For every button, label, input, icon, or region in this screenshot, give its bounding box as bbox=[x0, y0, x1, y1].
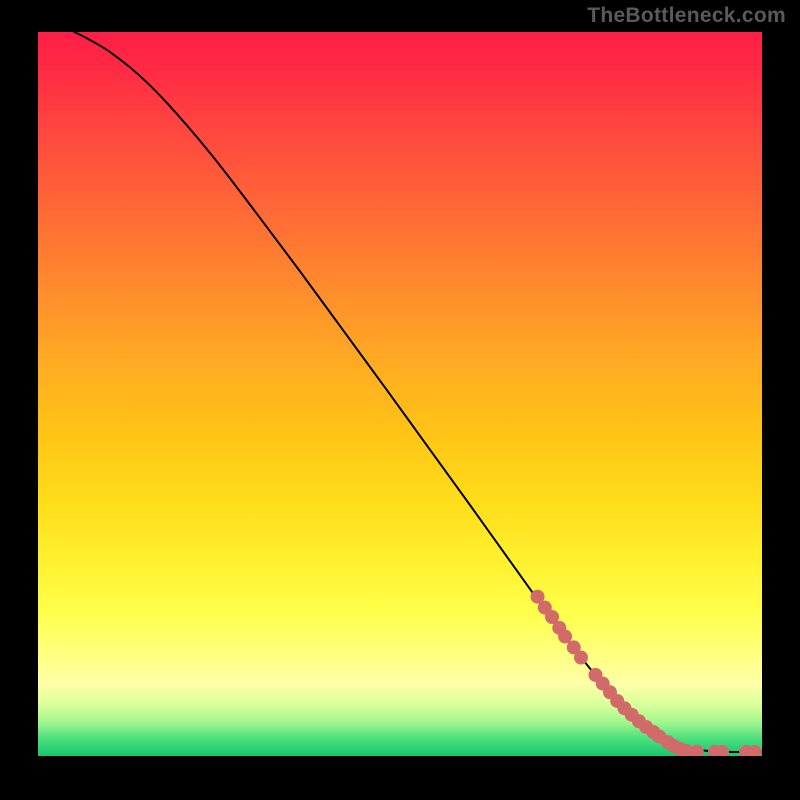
gradient-background bbox=[38, 32, 762, 756]
plot-area bbox=[38, 32, 762, 756]
chart-frame: TheBottleneck.com bbox=[0, 0, 800, 800]
watermark: TheBottleneck.com bbox=[587, 4, 786, 28]
scatter-point bbox=[558, 630, 572, 644]
chart-svg bbox=[38, 32, 762, 756]
scatter-point bbox=[574, 651, 588, 665]
